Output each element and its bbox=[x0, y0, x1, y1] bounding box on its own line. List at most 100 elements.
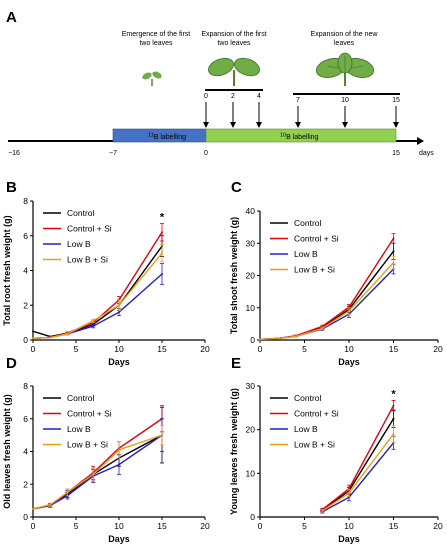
legend: Control Control + Si Low B Low B + Si bbox=[270, 393, 339, 450]
y-tick-label: 2 bbox=[23, 300, 28, 310]
arrow-day-label: 10 bbox=[341, 97, 349, 104]
day-arrow-head-icon bbox=[203, 122, 209, 128]
data-point bbox=[392, 404, 395, 407]
legend-label: Low B + Si bbox=[294, 440, 335, 450]
x-tick-label: 10 bbox=[344, 521, 354, 531]
series-low-b-si bbox=[32, 244, 164, 340]
y-tick-label: 0 bbox=[23, 335, 28, 345]
b11-labelling-label: 11B labelling bbox=[148, 133, 186, 142]
b11-rest: B labelling bbox=[154, 134, 186, 141]
y-tick-label: 4 bbox=[23, 266, 28, 276]
legend-label: Control + Si bbox=[67, 224, 112, 234]
data-point bbox=[92, 319, 95, 322]
x-tick-label: 5 bbox=[302, 521, 307, 531]
data-point bbox=[392, 250, 395, 253]
legend-label: Control bbox=[294, 218, 322, 228]
x-tick-label: 15 bbox=[157, 521, 167, 531]
x-tick-label: 20 bbox=[433, 521, 443, 531]
stage-label-3-line-1: Expansion of the new bbox=[311, 31, 379, 38]
legend-label: Low B + Si bbox=[67, 255, 108, 265]
series-line bbox=[259, 262, 395, 341]
y-tick-label: 40 bbox=[246, 206, 256, 216]
x-axis-label: Days bbox=[108, 357, 130, 367]
y-tick-label: 0 bbox=[250, 335, 255, 345]
legend-label: Low B bbox=[294, 249, 318, 259]
stage-label-2-line-2: two leaves bbox=[217, 40, 251, 47]
data-point bbox=[66, 332, 69, 335]
legend-label: Control bbox=[294, 393, 322, 403]
panel-a: A Emergence of the first two leaves Expa… bbox=[6, 9, 434, 157]
data-point bbox=[49, 503, 52, 506]
data-point bbox=[92, 325, 95, 328]
data-point bbox=[392, 261, 395, 264]
series-line bbox=[32, 231, 163, 339]
x-tick-label: 15 bbox=[389, 521, 399, 531]
x-tick-label: 20 bbox=[200, 521, 210, 531]
seedling-medium-icon bbox=[208, 57, 260, 86]
arrow-day-label: 15 bbox=[392, 97, 400, 104]
series-low-b-si bbox=[320, 424, 396, 513]
day-arrow-head-icon bbox=[230, 122, 236, 128]
y-axis-label: Total shoot fresh weight (g) bbox=[229, 217, 239, 334]
data-point bbox=[161, 252, 163, 255]
series-low-b bbox=[32, 418, 164, 510]
day-arrows: 0 2 4 7 10 15 bbox=[203, 93, 400, 128]
data-point bbox=[32, 337, 34, 340]
x-tick-label: 10 bbox=[114, 521, 124, 531]
timeline-arrowhead-icon bbox=[417, 137, 424, 145]
data-point bbox=[348, 491, 350, 494]
y-axis-label: Old leaves fresh weight (g) bbox=[2, 394, 12, 509]
series-control bbox=[320, 409, 396, 513]
day-arrow-head-icon bbox=[393, 122, 399, 128]
legend-label: Control + Si bbox=[294, 234, 339, 244]
series-line bbox=[259, 268, 394, 341]
series-line bbox=[32, 434, 163, 510]
b10-labelling-bar bbox=[205, 128, 397, 143]
day-arrow-head-icon bbox=[295, 122, 301, 128]
legend-label: Low B bbox=[67, 239, 91, 249]
chart-panel-c: 0 5 10 15 20 0 10 20 30 40 Days Total shoot fresh w… bbox=[229, 206, 443, 367]
b10-rest: B labelling bbox=[286, 134, 318, 141]
legend-label: Low B + Si bbox=[67, 440, 108, 450]
y-tick-label: 0 bbox=[250, 512, 255, 522]
day-arrow-head-icon bbox=[256, 122, 262, 128]
b11-sup: 11 bbox=[148, 133, 154, 139]
x-tick-label: 0 bbox=[31, 521, 36, 531]
x-tick-label: 0 bbox=[31, 344, 36, 354]
y-tick-label: 20 bbox=[246, 425, 256, 435]
data-point bbox=[49, 336, 52, 339]
x-tick-label: 10 bbox=[114, 344, 124, 354]
y-tick-label: 6 bbox=[23, 414, 28, 424]
data-point bbox=[276, 337, 279, 340]
legend-label: Low B + Si bbox=[294, 265, 335, 275]
day-arrow-head-icon bbox=[342, 122, 348, 128]
legend-label: Control + Si bbox=[294, 409, 339, 419]
x-axis-label: Days bbox=[338, 534, 360, 544]
y-tick-label: 10 bbox=[246, 468, 256, 478]
series-control bbox=[32, 406, 164, 510]
data-point bbox=[392, 433, 395, 436]
y-tick-label: 4 bbox=[23, 447, 28, 457]
chart-panel-d: 0 5 10 15 20 0 2 4 6 8 Days Old leaves fresh weight… bbox=[2, 381, 210, 544]
timeline-unit: days bbox=[419, 150, 434, 157]
y-axis-label: Young leaves fresh weight (g) bbox=[229, 388, 239, 515]
x-tick-label: 15 bbox=[157, 344, 167, 354]
x-tick-label: 0 bbox=[258, 344, 263, 354]
y-tick-label: 30 bbox=[246, 381, 256, 391]
y-tick-label: 20 bbox=[246, 271, 256, 281]
x-axis-label: Days bbox=[108, 534, 130, 544]
data-point bbox=[348, 309, 350, 312]
data-point bbox=[118, 311, 120, 314]
stage-label-2-line-1: Expansion of the first bbox=[201, 31, 266, 38]
chart-panel-e: 0 5 10 15 20 0 10 20 30 Days Young leaves fresh we… bbox=[229, 381, 443, 544]
x-tick-label: 5 bbox=[302, 344, 307, 354]
series-low-b-si bbox=[259, 255, 396, 341]
series-control bbox=[32, 235, 164, 338]
data-point bbox=[161, 434, 163, 437]
stage-label-1-line-1: Emergence of the first bbox=[122, 31, 191, 38]
series-control-si bbox=[32, 223, 164, 340]
data-point bbox=[321, 327, 324, 330]
significance-annotation: * bbox=[391, 388, 396, 400]
